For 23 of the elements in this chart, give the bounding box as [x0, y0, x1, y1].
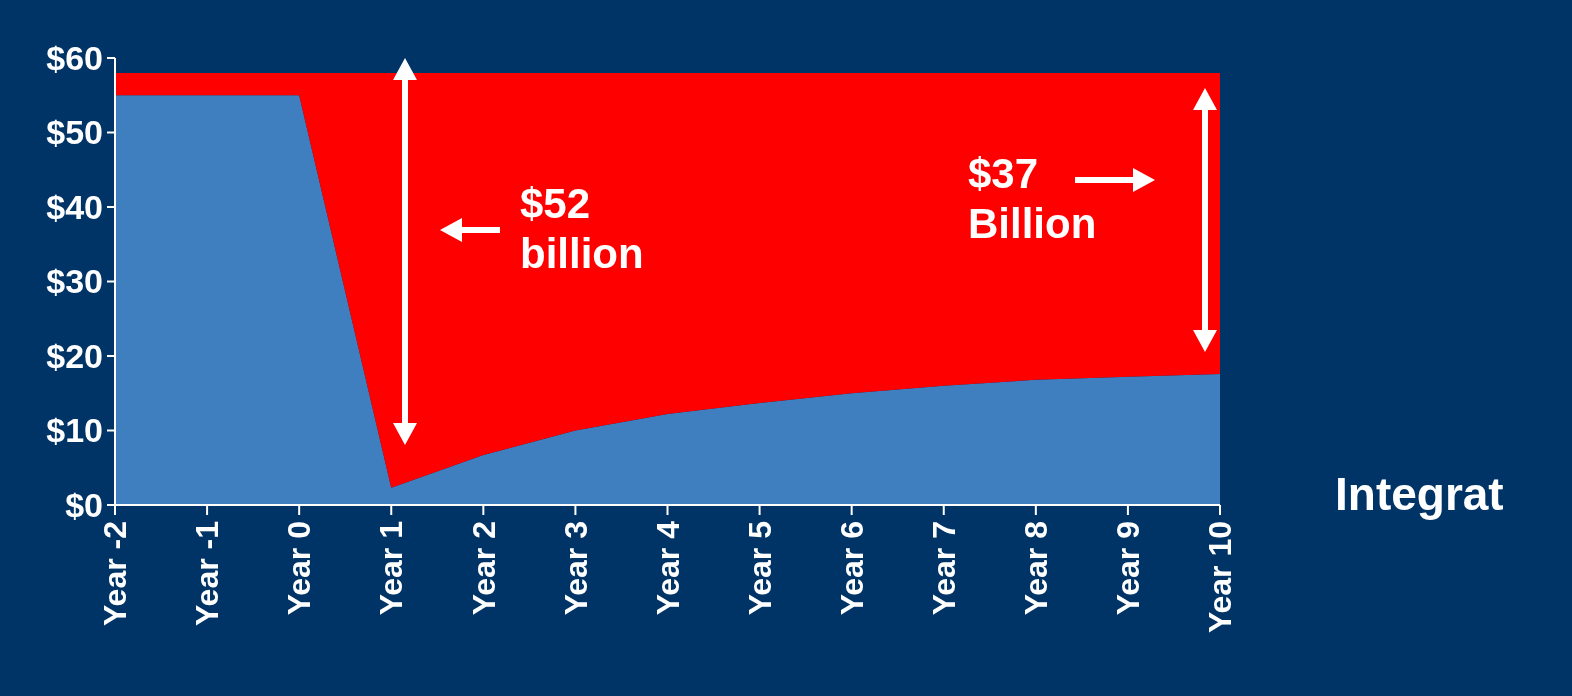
- y-tick-label: $10: [46, 411, 103, 450]
- x-tick-label: Year -1: [189, 521, 226, 626]
- x-tick-label: Year 9: [1110, 521, 1147, 616]
- y-tick-label: $50: [46, 113, 103, 152]
- y-tick-label: $40: [46, 187, 103, 226]
- annotation: $37 Billion: [968, 150, 1097, 248]
- y-tick-label: $0: [65, 485, 103, 524]
- x-tick-label: Year 8: [1018, 521, 1055, 616]
- y-tick-label: $30: [46, 262, 103, 301]
- y-tick-label: $60: [46, 38, 103, 77]
- x-tick-label: Year 4: [649, 520, 686, 616]
- x-tick-label: Year 5: [741, 521, 778, 616]
- text: Integrat: [1335, 468, 1504, 520]
- y-tick-label: $20: [46, 336, 103, 375]
- x-tick-label: Year 7: [925, 521, 962, 616]
- x-tick-label: Year 10: [1202, 521, 1239, 634]
- x-tick-label: Year 1: [373, 521, 410, 616]
- x-tick-label: Year 2: [465, 521, 502, 616]
- annotation: $52 billion: [520, 180, 644, 278]
- x-tick-label: Year 0: [281, 521, 318, 616]
- x-tick-label: Year 6: [833, 521, 870, 616]
- x-tick-label: Year -2: [97, 521, 134, 626]
- x-tick-label: Year 3: [557, 521, 594, 616]
